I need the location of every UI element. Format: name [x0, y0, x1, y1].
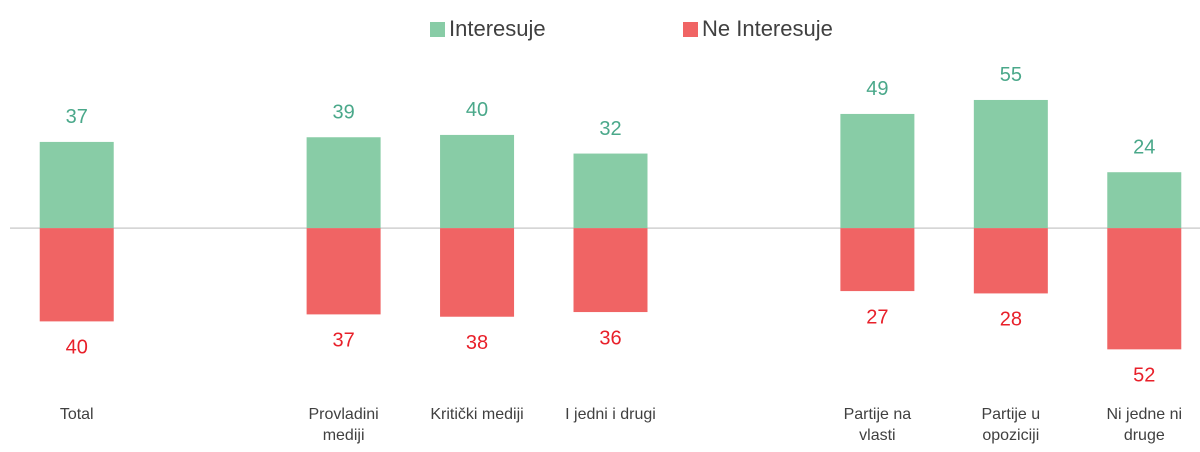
value-label: 24 [1133, 136, 1155, 158]
x-tick-label: I jedni i drugi [565, 406, 656, 423]
tick-label-line: Partije na [844, 406, 912, 423]
tick-label-line: Kritički mediji [430, 406, 523, 423]
legend-swatch [683, 22, 698, 37]
value-label: 55 [1000, 64, 1022, 86]
tick-label-line: Total [60, 406, 94, 423]
bar [573, 228, 648, 313]
x-tick-label: Partije u opoziciji [981, 406, 1040, 444]
legend-label: Ne Interesuje [702, 16, 833, 41]
value-label: 32 [599, 118, 621, 140]
tick-label-line: vlasti [859, 427, 895, 444]
x-tick-label: Total [60, 406, 94, 423]
tick-label-line: Partije u [981, 406, 1040, 423]
bar [440, 228, 515, 317]
x-tick-label: Ni jedne ni druge [1106, 406, 1182, 444]
x-tick-label: Kritički mediji [430, 406, 523, 423]
value-label: 36 [599, 327, 621, 349]
bar [39, 228, 114, 322]
tick-label-line: I jedni i drugi [565, 406, 656, 423]
legend-swatch [430, 22, 445, 37]
bar [39, 141, 114, 229]
value-label: 37 [332, 330, 354, 352]
tick-label-line: mediji [323, 427, 365, 444]
bar [440, 134, 515, 229]
value-label: 40 [66, 337, 88, 359]
bar [573, 153, 648, 229]
bar [306, 137, 381, 229]
tick-label-line: Provladini [308, 406, 378, 423]
value-label: 37 [66, 106, 88, 128]
tick-label-line: druge [1124, 427, 1165, 444]
value-label: 40 [466, 99, 488, 121]
value-label: 38 [466, 332, 488, 354]
value-label: 39 [332, 102, 354, 124]
bar [973, 228, 1048, 294]
value-label: 49 [866, 78, 888, 100]
bar [1107, 228, 1182, 350]
value-label: 28 [1000, 309, 1022, 331]
bar [840, 113, 915, 229]
value-label: 52 [1133, 365, 1155, 387]
x-tick-label: Partije na vlasti [844, 406, 912, 444]
legend-label: Interesuje [449, 16, 546, 41]
value-label: 27 [866, 306, 888, 328]
bar [1107, 172, 1182, 229]
bar [306, 228, 381, 315]
bar [973, 99, 1048, 229]
x-tick-label: Provladini mediji [308, 406, 378, 444]
tick-label-line: opoziciji [982, 427, 1039, 444]
tick-label-line: Ni jedne ni [1106, 406, 1182, 423]
bar [840, 228, 915, 292]
